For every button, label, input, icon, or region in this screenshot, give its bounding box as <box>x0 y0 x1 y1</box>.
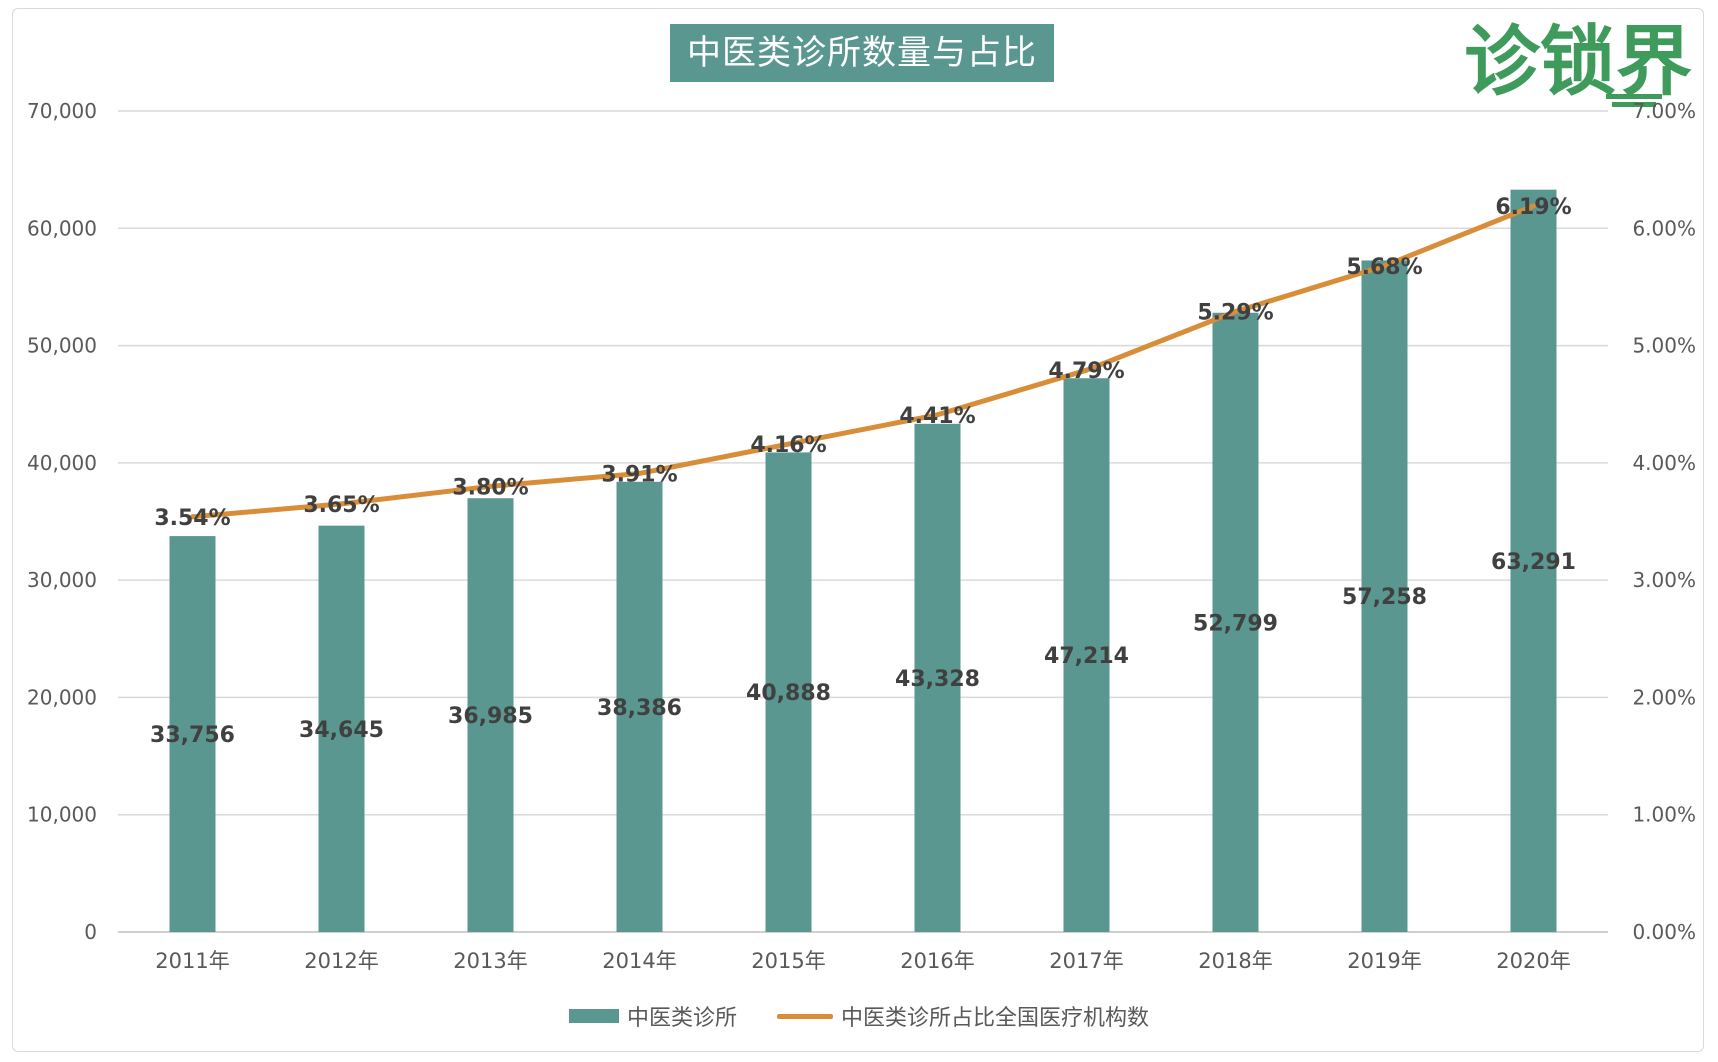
bar <box>765 452 812 932</box>
line-value-label: 3.91% <box>601 462 677 487</box>
bar-value-label: 57,258 <box>1342 585 1427 610</box>
line-point <box>1084 367 1089 373</box>
bar-value-label: 52,799 <box>1193 611 1278 636</box>
line-value-label: 4.79% <box>1048 359 1124 384</box>
y-right-tick-label: 0.00% <box>1632 920 1696 944</box>
legend-item-line: 中医类诊所占比全国医疗机构数 <box>777 1000 1149 1032</box>
chart-title: 中医类诊所数量与占比 <box>670 24 1054 82</box>
y-right-tick-label: 2.00% <box>1632 685 1696 709</box>
x-tick-label: 2011年 <box>155 949 229 973</box>
bar-value-label: 63,291 <box>1491 550 1576 575</box>
line-point <box>935 412 940 418</box>
line-value-label: 5.29% <box>1197 301 1273 326</box>
gridlines <box>118 110 1608 933</box>
bar-value-label: 40,888 <box>746 681 831 706</box>
chart-frame <box>12 8 1704 1052</box>
bar-value-label: 34,645 <box>299 718 384 743</box>
line-point <box>1233 309 1238 315</box>
y-right-tick-label: 5.00% <box>1632 334 1696 358</box>
y-right-tick-label: 6.00% <box>1632 216 1696 240</box>
series-line <box>190 203 1536 520</box>
bar <box>1361 260 1408 933</box>
legend: 中医类诊所 中医类诊所占比全国医疗机构数 <box>0 996 1718 1036</box>
line-point <box>786 441 791 447</box>
x-axis: 2011年 2012年 2013年 2014年 2015年 2016年 2017年 2018年… <box>155 949 1570 973</box>
bar <box>914 423 961 932</box>
bar <box>318 525 365 932</box>
x-tick-label: 2013年 <box>453 949 527 973</box>
line-point <box>1531 203 1536 209</box>
legend-item-bar: 中医类诊所 <box>568 1000 737 1032</box>
x-tick-label: 2019年 <box>1347 949 1421 973</box>
y-right-tick-label: 3.00% <box>1632 568 1696 592</box>
bar <box>169 536 216 932</box>
legend-bar-label: 中医类诊所 <box>626 1006 737 1031</box>
line-value-label: 4.41% <box>899 404 975 429</box>
x-tick-label: 2017年 <box>1049 949 1123 973</box>
x-tick-label: 2012年 <box>304 949 378 973</box>
y-left-tick-label: 60,000 <box>27 216 97 240</box>
line-value-label: 4.16% <box>750 433 826 458</box>
line-point <box>637 470 642 476</box>
y-left-tick-label: 50,000 <box>27 334 97 358</box>
logo-text: 诊锁界 <box>1464 17 1692 106</box>
bar <box>1510 189 1557 932</box>
line-value-labels: 3.54% 3.65% 3.80% 3.91% 4.16% 4.41% 4.79% 5.29%… <box>154 195 1571 531</box>
line-value-label: 5.68% <box>1346 255 1422 280</box>
y-left-tick-label: 70,000 <box>27 99 97 123</box>
line-point <box>190 514 195 520</box>
bar-value-label: 47,214 <box>1044 644 1129 669</box>
line-point <box>1382 263 1387 269</box>
bar-value-label: 38,386 <box>597 696 682 721</box>
legend-line-label: 中医类诊所占比全国医疗机构数 <box>841 1006 1150 1031</box>
bar <box>1063 378 1110 933</box>
right-y-axis: 0.00% 1.00% 2.00% 3.00% 4.00% 5.00% 6.00% 7.00% <box>1632 99 1696 944</box>
bar <box>1212 312 1259 932</box>
line-value-label: 3.80% <box>452 475 528 500</box>
line-value-label: 3.65% <box>303 493 379 518</box>
y-left-tick-label: 30,000 <box>27 568 97 592</box>
bar <box>467 498 514 932</box>
y-right-tick-label: 4.00% <box>1632 451 1696 475</box>
bar-value-labels: 33,756 34,645 36,985 38,386 40,888 43,328 47,2… <box>150 550 1576 748</box>
bar-value-label: 36,985 <box>448 704 533 729</box>
x-tick-label: 2016年 <box>900 949 974 973</box>
bar-value-label: 43,328 <box>895 667 980 692</box>
x-tick-label: 2018年 <box>1198 949 1272 973</box>
y-left-tick-label: 40,000 <box>27 451 97 475</box>
line-point <box>339 501 344 507</box>
y-left-tick-label: 0 <box>84 920 97 944</box>
bar-series <box>169 189 1557 933</box>
line-value-label: 6.19% <box>1495 195 1571 220</box>
legend-bar-swatch <box>568 1009 619 1023</box>
line-series <box>190 203 1536 520</box>
bar-value-label: 33,756 <box>150 723 235 748</box>
bar <box>616 481 663 932</box>
x-tick-label: 2020年 <box>1496 949 1570 973</box>
y-right-tick-label: 7.00% <box>1632 99 1696 123</box>
logo-icon: 诊锁界 <box>1464 17 1692 107</box>
y-right-tick-label: 1.00% <box>1632 803 1696 827</box>
x-tick-label: 2015年 <box>751 949 825 973</box>
line-point <box>488 483 493 489</box>
y-left-tick-label: 20,000 <box>27 685 97 709</box>
line-value-label: 3.54% <box>154 506 230 531</box>
legend-line-swatch <box>777 1013 833 1019</box>
x-tick-label: 2014年 <box>602 949 676 973</box>
left-y-axis: 0 10,000 20,000 30,000 40,000 50,000 60,000 70,… <box>27 99 97 944</box>
y-left-tick-label: 10,000 <box>27 803 97 827</box>
